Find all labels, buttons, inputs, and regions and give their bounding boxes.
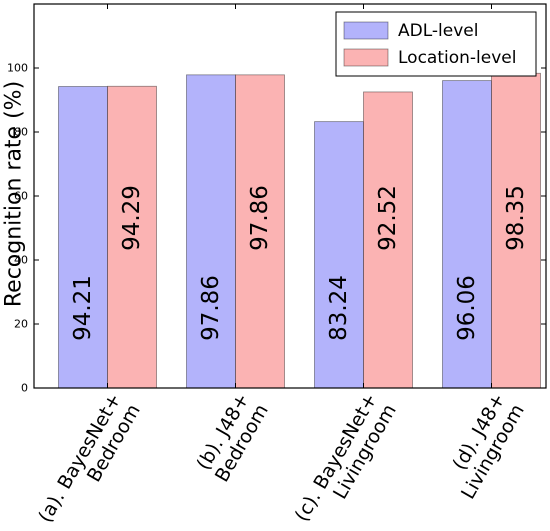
bar-value-label: 94.29 [119, 185, 145, 251]
bar-location-level-3 [363, 91, 413, 389]
bar-value-label: 97.86 [198, 275, 224, 341]
bars-layer [58, 72, 541, 389]
x-tick-label: (d). J48+Livingroom [448, 390, 528, 504]
y-tick-label: 20 [14, 318, 28, 331]
legend-swatch [343, 48, 389, 67]
legend-label: Location-level [398, 48, 516, 68]
bar-adl-level-3 [314, 121, 364, 389]
bar-value-label: 96.06 [454, 275, 480, 341]
legend: ADL-level Location-level [335, 11, 537, 77]
bar-location-level-4 [491, 72, 541, 389]
bar-value-label: 94.21 [70, 275, 96, 341]
value-labels-layer: 94.21 94.29 97.86 97.86 83.24 92.52 96.06 98.35 [70, 185, 529, 341]
y-tick-label: 0 [21, 382, 28, 395]
y-tick-label: 40 [14, 254, 28, 267]
y-axis-label: Recognition rate (%) [2, 81, 27, 307]
bar-adl-level-1 [58, 86, 108, 389]
legend-label: ADL-level [398, 21, 478, 41]
x-tick-label: (b). J48+Bedroom [192, 390, 272, 486]
bar-location-level-2 [235, 74, 285, 389]
y-axis: 0 20 40 60 80 100 [7, 62, 546, 395]
bar-value-label: 83.24 [326, 275, 352, 341]
x-tick-label: (a). BayesNet+Bedroom [34, 390, 145, 527]
x-tick-label: (c). BayesNet+Livingroom [291, 390, 401, 526]
bar-value-label: 92.52 [375, 185, 401, 251]
bar-value-label: 97.86 [247, 185, 273, 251]
bar-adl-level-2 [186, 74, 236, 389]
bar-location-level-1 [107, 85, 157, 389]
y-tick-label: 80 [14, 126, 28, 139]
bar-value-label: 98.35 [503, 185, 529, 251]
y-tick-label: 100 [7, 62, 28, 75]
y-tick-label: 60 [14, 190, 28, 203]
legend-swatch [343, 21, 389, 40]
